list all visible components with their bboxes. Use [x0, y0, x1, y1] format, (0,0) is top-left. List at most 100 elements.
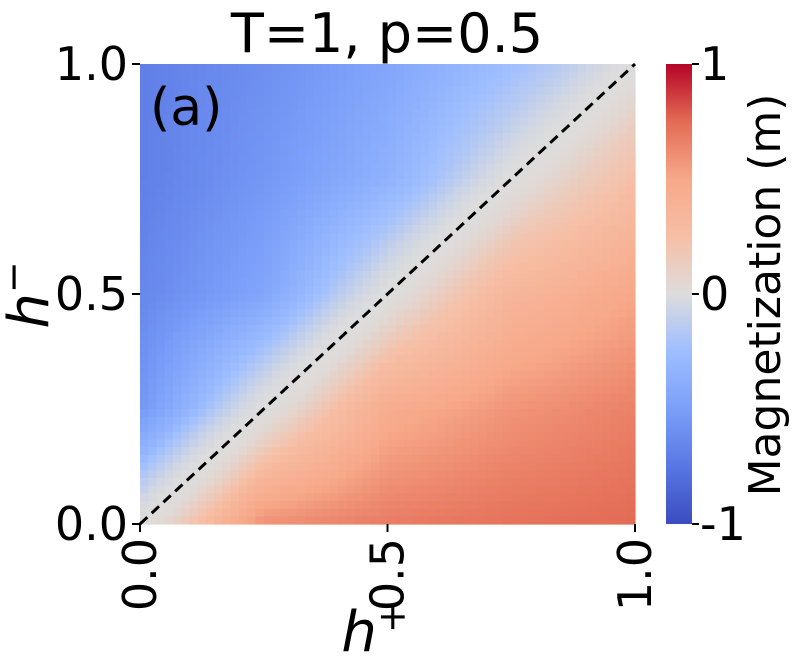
- heatmap-cell: [263, 386, 273, 395]
- heatmap-cell: [453, 94, 463, 103]
- heatmap-cell: [610, 363, 620, 372]
- heatmap-cell: [156, 179, 166, 188]
- heatmap-cell: [181, 462, 191, 471]
- heatmap-cell: [428, 516, 438, 525]
- heatmap-cell: [494, 516, 504, 525]
- heatmap-cell: [560, 232, 570, 241]
- heatmap-cell: [395, 439, 405, 448]
- heatmap-cell: [519, 470, 529, 479]
- heatmap-cell: [247, 386, 257, 395]
- heatmap-cell: [329, 64, 339, 73]
- heatmap-cell: [173, 102, 182, 111]
- heatmap-cell: [453, 271, 463, 280]
- heatmap-cell: [371, 378, 380, 387]
- heatmap-cell: [486, 286, 496, 295]
- heatmap-cell: [511, 340, 521, 349]
- heatmap-cell: [536, 110, 545, 119]
- heatmap-cell: [247, 171, 257, 180]
- heatmap-cell: [140, 455, 149, 464]
- heatmap-cell: [503, 87, 512, 96]
- heatmap-cell: [181, 278, 191, 287]
- heatmap-cell: [206, 294, 215, 303]
- heatmap-cell: [164, 186, 174, 195]
- heatmap-cell: [486, 125, 496, 134]
- heatmap-cell: [536, 393, 545, 402]
- heatmap-cell: [164, 370, 174, 379]
- heatmap-cell: [140, 401, 149, 410]
- heatmap-cell: [247, 263, 257, 272]
- heatmap-cell: [527, 225, 537, 234]
- heatmap-cell: [593, 455, 603, 464]
- heatmap-cell: [478, 416, 488, 425]
- heatmap-cell: [395, 317, 405, 326]
- heatmap-cell: [239, 87, 248, 96]
- heatmap-cell: [197, 294, 207, 303]
- heatmap-cell: [338, 424, 347, 433]
- heatmap-cell: [420, 71, 430, 80]
- heatmap-cell: [585, 225, 595, 234]
- heatmap-cell: [577, 255, 587, 264]
- heatmap-cell: [511, 301, 521, 310]
- heatmap-cell: [329, 294, 339, 303]
- heatmap-cell: [346, 110, 356, 119]
- heatmap-cell: [420, 248, 430, 257]
- heatmap-cell: [437, 294, 446, 303]
- heatmap-cell: [412, 217, 422, 226]
- heatmap-cell: [313, 370, 323, 379]
- heatmap-cell: [503, 478, 512, 487]
- heatmap-cell: [445, 470, 455, 479]
- heatmap-cell: [478, 140, 488, 149]
- heatmap-cell: [420, 64, 430, 73]
- heatmap-cell: [156, 501, 166, 510]
- heatmap-cell: [272, 317, 281, 326]
- heatmap-cell: [239, 516, 248, 525]
- heatmap-cell: [362, 363, 372, 372]
- heatmap-cell: [189, 294, 199, 303]
- heatmap-cell: [247, 271, 257, 280]
- x-tick-label: 1.0: [608, 538, 662, 611]
- heatmap-cell: [346, 71, 356, 80]
- heatmap-cell: [478, 133, 488, 142]
- heatmap-cell: [362, 87, 372, 96]
- heatmap-cell: [486, 301, 496, 310]
- heatmap-cell: [503, 102, 512, 111]
- heatmap-cell: [329, 102, 339, 111]
- heatmap-cell: [486, 393, 496, 402]
- heatmap-cell: [412, 71, 422, 80]
- heatmap-cell: [387, 347, 397, 356]
- heatmap-cell: [618, 370, 628, 379]
- heatmap-cell: [428, 355, 438, 364]
- heatmap-cell: [354, 186, 364, 195]
- heatmap-cell: [445, 493, 455, 502]
- heatmap-cell: [412, 286, 422, 295]
- heatmap-cell: [321, 370, 331, 379]
- heatmap-cell: [395, 102, 405, 111]
- heatmap-cell: [239, 179, 248, 188]
- heatmap-cell: [173, 94, 182, 103]
- heatmap-cell: [428, 386, 438, 395]
- heatmap-cell: [164, 278, 174, 287]
- heatmap-cell: [305, 409, 314, 418]
- heatmap-cell: [197, 516, 207, 525]
- heatmap-cell: [313, 117, 323, 126]
- heatmap-cell: [503, 71, 512, 80]
- heatmap-cell: [164, 286, 174, 295]
- heatmap-cell: [577, 263, 587, 272]
- heatmap-cell: [593, 186, 603, 195]
- heatmap-cell: [214, 148, 224, 157]
- heatmap-cell: [420, 263, 430, 272]
- heatmap-cell: [511, 355, 521, 364]
- heatmap-cell: [214, 171, 224, 180]
- heatmap-cell: [222, 501, 232, 510]
- heatmap-cell: [313, 439, 323, 448]
- heatmap-cell: [272, 424, 281, 433]
- heatmap-cell: [461, 370, 471, 379]
- heatmap-cell: [247, 355, 257, 364]
- heatmap-cell: [329, 263, 339, 272]
- heatmap-cell: [461, 432, 471, 441]
- heatmap-cell: [461, 340, 471, 349]
- heatmap-cell: [313, 432, 323, 441]
- heatmap-cell: [156, 378, 166, 387]
- heatmap-cell: [626, 179, 636, 188]
- heatmap-cell: [296, 401, 306, 410]
